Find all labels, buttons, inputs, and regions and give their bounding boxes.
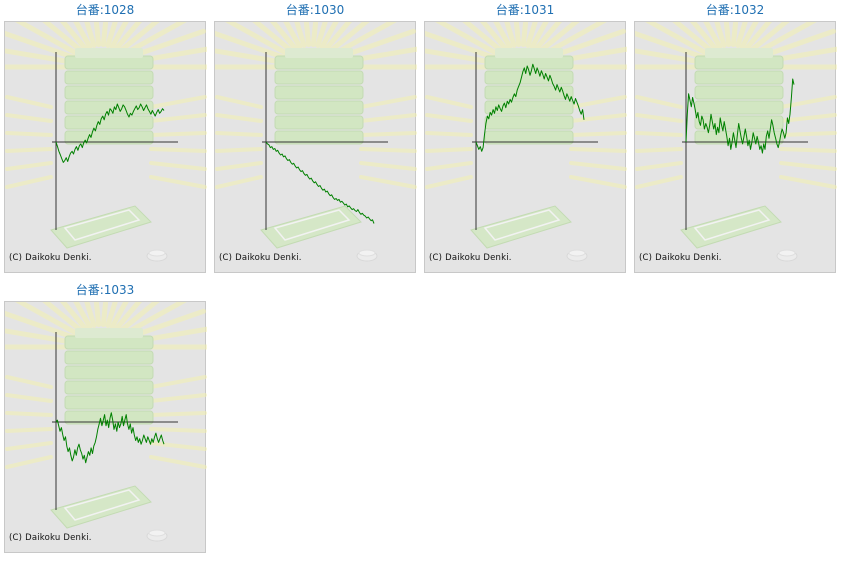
slump-graph-panel: (C) Daikoku Denki. [424, 21, 627, 273]
series-line [265, 141, 375, 224]
machine-number-link[interactable]: 台番:1030 [285, 3, 345, 17]
series-line [475, 63, 585, 152]
slump-graph-panel: (C) Daikoku Denki. [4, 301, 207, 553]
copyright-text: (C) Daikoku Denki. [429, 253, 512, 263]
slump-graph-panel: (C) Daikoku Denki. [4, 21, 207, 273]
machine-cell: 台番:1028 (C) Daikoku Denki. [0, 3, 210, 273]
background-artwork [5, 22, 207, 262]
slump-graph [635, 22, 837, 262]
slump-graph-panel: (C) Daikoku Denki. [214, 21, 417, 273]
machine-cell: 台番:1031 (C) Daikoku Denki. [420, 3, 630, 273]
background-artwork [635, 22, 837, 262]
machine-number-link[interactable]: 台番:1032 [705, 3, 765, 17]
machine-number-link[interactable]: 台番:1033 [75, 283, 135, 297]
slump-graph [215, 22, 417, 262]
slump-graph [425, 22, 627, 262]
series-line [685, 78, 795, 154]
copyright-text: (C) Daikoku Denki. [639, 253, 722, 263]
background-artwork [215, 22, 417, 262]
background-artwork [5, 302, 207, 542]
slump-graph [5, 302, 207, 542]
copyright-text: (C) Daikoku Denki. [9, 253, 92, 263]
machine-number-link[interactable]: 台番:1031 [495, 3, 555, 17]
copyright-text: (C) Daikoku Denki. [219, 253, 302, 263]
series-line [55, 103, 165, 163]
series-line [55, 412, 165, 464]
machine-cell: 台番:1032 (C) Daikoku Denki. [630, 3, 840, 273]
slump-graph [5, 22, 207, 262]
machine-cell: 台番:1030 (C) Daikoku Denki. [210, 3, 420, 273]
machine-number-link[interactable]: 台番:1028 [75, 3, 135, 17]
copyright-text: (C) Daikoku Denki. [9, 533, 92, 543]
machine-cell: 台番:1033 (C) Daikoku Denki. [0, 283, 210, 553]
slump-graph-panel: (C) Daikoku Denki. [634, 21, 837, 273]
